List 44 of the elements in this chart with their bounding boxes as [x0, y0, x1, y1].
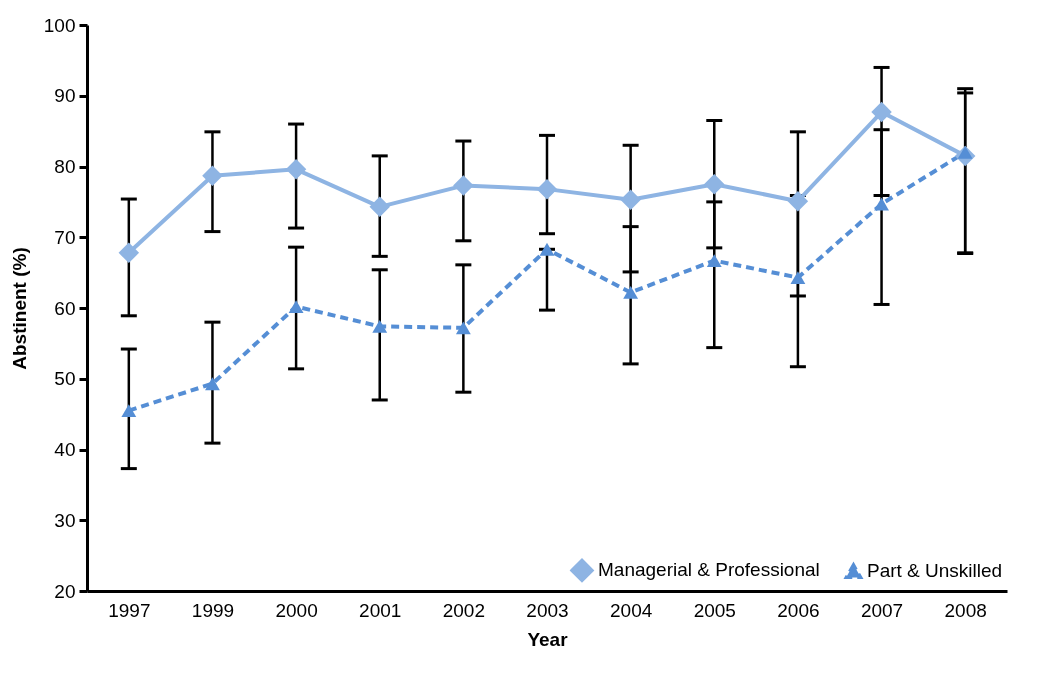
point	[205, 377, 220, 391]
y-tick-label: 20	[54, 580, 76, 602]
point	[288, 300, 304, 314]
y-tick-label: 40	[54, 439, 76, 460]
point	[121, 404, 137, 418]
x-tick-label: 1999	[191, 599, 235, 621]
point	[871, 101, 892, 123]
x-tick-label: 2007	[860, 599, 904, 621]
y-tick-label: 100	[43, 14, 76, 36]
legend-label: Part & Unskilled	[867, 560, 1003, 582]
y-tick-label: 70	[54, 226, 76, 248]
x-tick-label: 2008	[944, 599, 987, 621]
x-tick-label: 1997	[108, 599, 151, 621]
x-tick-label: 2006	[777, 599, 820, 621]
point	[790, 271, 806, 284]
y-tick-label: 80	[54, 156, 76, 177]
x-tick-label: 2000	[275, 599, 318, 621]
x-tick-label: 2001	[359, 599, 402, 621]
point	[285, 159, 307, 180]
point	[874, 197, 889, 211]
point	[202, 165, 223, 186]
legend-label: Managerial & Professional	[598, 559, 820, 581]
point	[369, 196, 390, 218]
point	[623, 286, 639, 299]
y-axis-title: Abstinent (%)	[8, 247, 30, 370]
y-tick-label: 30	[54, 509, 76, 531]
point	[704, 173, 725, 195]
point	[539, 242, 555, 256]
x-tick-label: 2005	[693, 599, 736, 621]
y-tick-label: 90	[54, 85, 76, 107]
y-tick-label: 60	[54, 297, 76, 319]
x-tick-label: 2003	[526, 599, 569, 621]
point	[620, 189, 641, 210]
point	[118, 242, 140, 264]
x-tick-label: 2004	[610, 599, 653, 621]
x-tick-label: 2002	[442, 599, 485, 621]
y-tick-label: 50	[54, 368, 76, 390]
point	[536, 178, 558, 200]
x-axis-title: Year	[527, 628, 569, 650]
point	[372, 319, 388, 333]
point	[787, 190, 809, 212]
point	[453, 175, 474, 196]
point	[706, 254, 722, 268]
point	[455, 321, 471, 335]
